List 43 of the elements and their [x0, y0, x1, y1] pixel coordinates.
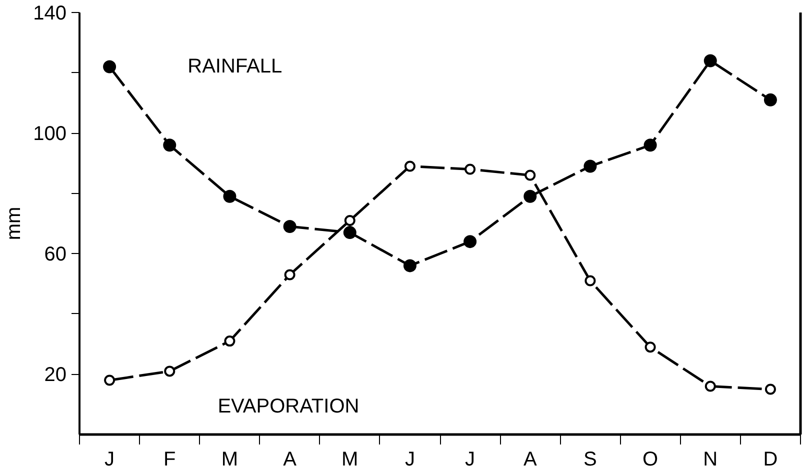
x-tick-label: S [584, 448, 597, 470]
y-axis-title: mm [3, 206, 26, 240]
point [524, 170, 536, 181]
point [223, 190, 236, 203]
point [524, 190, 537, 203]
point [283, 220, 296, 234]
point [704, 54, 717, 68]
point [644, 138, 657, 152]
point [343, 226, 356, 240]
x-tick-label: A [283, 448, 298, 470]
x-tick-label: J [465, 448, 476, 470]
x-tick-label: N [703, 448, 718, 470]
point [344, 214, 356, 226]
y-tick-label: 140 [33, 2, 67, 24]
point [584, 275, 596, 286]
x-tick-label: F [164, 448, 176, 470]
point [764, 384, 776, 395]
x-tick-label: J [404, 448, 415, 470]
y-tick-label: 60 [44, 244, 67, 266]
point [464, 164, 476, 175]
text: EVAPORATION [218, 395, 360, 418]
x-tick-label: J [104, 448, 115, 470]
y-tick-label: 100 [33, 123, 67, 146]
point [584, 160, 597, 173]
x-tick-label: M [342, 448, 358, 470]
x-tick-label: A [523, 448, 538, 470]
point [764, 93, 777, 106]
point [403, 259, 416, 272]
point [103, 60, 116, 74]
point [284, 269, 296, 280]
point [464, 235, 477, 248]
point [163, 138, 176, 152]
x-tick-label: M [221, 448, 238, 470]
y-tick-label: 20 [44, 364, 67, 386]
x-tick-label: O [642, 448, 658, 470]
point [164, 366, 176, 377]
point [704, 380, 716, 392]
x-tick-label: D [763, 448, 778, 470]
point [224, 336, 236, 347]
point [644, 342, 656, 353]
point [404, 160, 416, 172]
point [104, 374, 116, 386]
text: RAINFALL [188, 56, 282, 78]
